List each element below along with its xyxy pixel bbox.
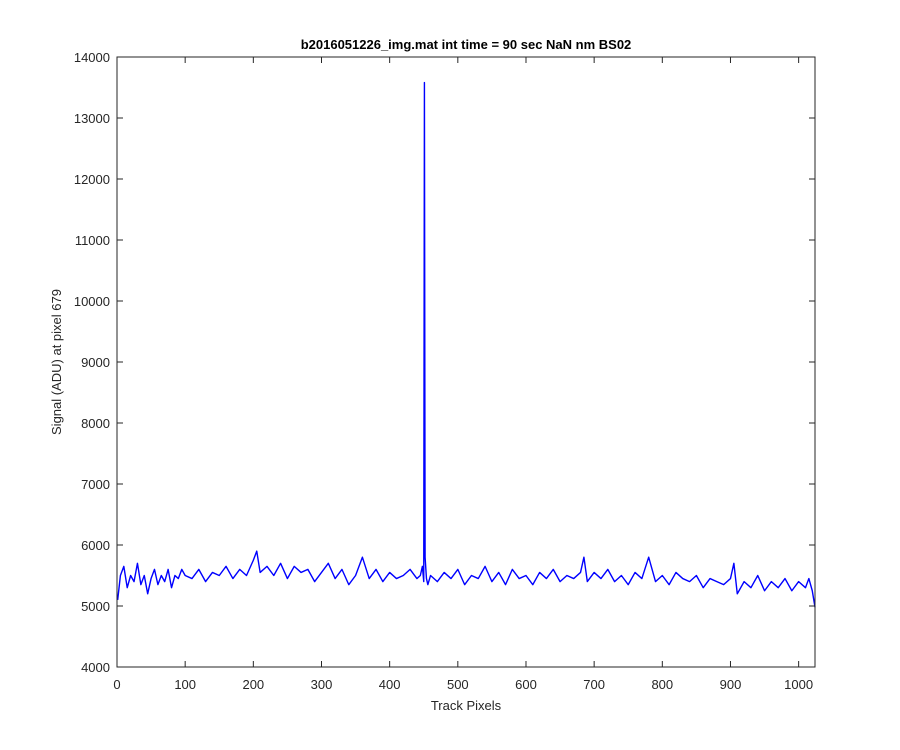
y-tick-label: 7000 [81,477,110,492]
y-tick-label: 9000 [81,355,110,370]
series-line-1 [116,81,816,608]
y-tick-label: 4000 [81,660,110,675]
y-tick-label: 10000 [74,294,110,309]
y-tick-label: 13000 [74,111,110,126]
x-tick-label: 0 [113,677,120,692]
x-tick-label: 900 [720,677,742,692]
x-tick-label: 600 [515,677,537,692]
chart-title: b2016051226_img.mat int time = 90 sec Na… [301,37,632,52]
x-tick-label: 400 [379,677,401,692]
label-layer: 0 100 200 300 400 500 600 700 800 900 1000 4000 5000… [74,50,813,692]
x-tick-label: 1000 [784,677,813,692]
y-tick-label: 5000 [81,599,110,614]
y-tick-label: 12000 [74,172,110,187]
axes-box [116,56,816,668]
x-tick-label: 800 [651,677,673,692]
y-tick-label: 8000 [81,416,110,431]
x-axis-label: Track Pixels [431,698,502,713]
data-layer [116,81,816,608]
x-tick-label: 200 [242,677,264,692]
x-tick-label: 300 [311,677,333,692]
x-tick-label: 100 [174,677,196,692]
x-tick-label: 700 [583,677,605,692]
y-tick-label: 6000 [81,538,110,553]
x-tick-label: 500 [447,677,469,692]
y-axis-label: Signal (ADU) at pixel 679 [49,289,64,435]
y-tick-label: 14000 [74,50,110,65]
y-tick-label: 11000 [75,233,110,248]
plot-area [117,57,815,667]
